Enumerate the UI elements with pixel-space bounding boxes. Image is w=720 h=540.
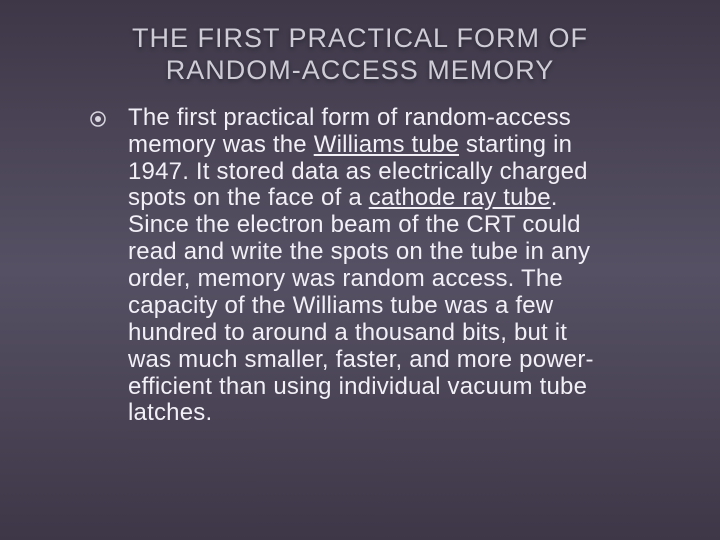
title-line-2: RANDOM-ACCESS MEMORY bbox=[60, 54, 660, 86]
body-paragraph: The first practical form of random-acces… bbox=[128, 105, 608, 428]
link-cathode-ray-tube[interactable]: cathode ray tube bbox=[369, 184, 551, 211]
title-line-1: THE FIRST PRACTICAL FORM OF bbox=[60, 22, 660, 54]
slide-title: THE FIRST PRACTICAL FORM OF RANDOM-ACCES… bbox=[60, 22, 660, 87]
content-row: The first practical form of random-acces… bbox=[60, 105, 660, 428]
body-text-3: . Since the electron beam of the CRT cou… bbox=[128, 184, 594, 426]
link-williams-tube[interactable]: Williams tube bbox=[314, 131, 459, 158]
slide: THE FIRST PRACTICAL FORM OF RANDOM-ACCES… bbox=[0, 0, 720, 540]
bullet-icon bbox=[90, 111, 106, 127]
